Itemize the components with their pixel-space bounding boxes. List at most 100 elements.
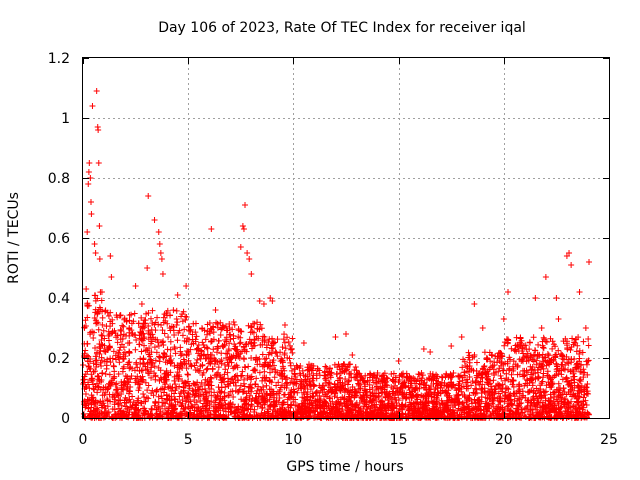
data-point xyxy=(93,319,100,326)
data-point xyxy=(468,382,475,389)
data-point xyxy=(124,361,131,368)
data-point xyxy=(286,342,293,349)
data-point xyxy=(392,396,399,403)
data-point xyxy=(159,339,166,346)
data-point xyxy=(322,363,329,370)
data-point xyxy=(129,365,136,372)
data-point xyxy=(495,401,502,408)
data-point xyxy=(433,380,440,387)
axis-ticks xyxy=(83,58,610,419)
data-point xyxy=(263,375,270,382)
data-point xyxy=(520,392,527,399)
data-point xyxy=(479,325,486,331)
data-point xyxy=(487,358,494,365)
data-point xyxy=(158,321,165,328)
data-point xyxy=(559,355,566,362)
data-point xyxy=(584,371,591,378)
data-point xyxy=(109,320,116,327)
data-point xyxy=(367,370,374,377)
data-point xyxy=(480,363,487,370)
data-point xyxy=(239,389,246,396)
data-point xyxy=(551,408,558,415)
data-point xyxy=(92,368,99,375)
data-point xyxy=(147,340,154,347)
data-point xyxy=(164,395,171,402)
data-point xyxy=(425,391,432,398)
data-point xyxy=(84,400,91,407)
data-point xyxy=(206,401,213,408)
data-point xyxy=(419,372,426,379)
data-point xyxy=(162,317,169,324)
data-point xyxy=(99,314,106,321)
data-point xyxy=(219,322,226,329)
data-point xyxy=(548,379,555,386)
data-point xyxy=(237,350,244,357)
data-point xyxy=(510,358,517,365)
data-point xyxy=(393,384,400,391)
data-point xyxy=(459,377,466,384)
data-point xyxy=(478,371,485,378)
data-point xyxy=(466,403,473,410)
data-point xyxy=(495,368,502,375)
data-point xyxy=(170,323,177,330)
data-point xyxy=(307,381,314,388)
data-point xyxy=(555,347,562,354)
data-point xyxy=(576,289,583,295)
data-point xyxy=(253,375,260,382)
data-point xyxy=(275,399,282,406)
data-point xyxy=(107,398,114,405)
data-point xyxy=(281,391,288,398)
data-point xyxy=(131,310,138,317)
data-point xyxy=(260,301,267,307)
data-point xyxy=(203,396,210,403)
data-point xyxy=(194,345,201,352)
data-point xyxy=(104,346,111,353)
data-point xyxy=(243,396,250,403)
data-point xyxy=(585,390,592,397)
data-point xyxy=(132,404,139,411)
data-point xyxy=(473,374,480,381)
data-point xyxy=(557,394,564,401)
data-point xyxy=(339,363,346,370)
data-point xyxy=(149,320,156,327)
data-point xyxy=(543,410,550,417)
data-point xyxy=(266,336,273,343)
data-point xyxy=(246,256,253,262)
data-point xyxy=(465,394,472,401)
data-point xyxy=(133,337,140,344)
data-point xyxy=(157,408,164,415)
data-point xyxy=(171,344,178,351)
data-point xyxy=(110,348,117,355)
data-point xyxy=(276,394,283,401)
data-point xyxy=(399,391,406,398)
data-point xyxy=(516,383,523,390)
data-point xyxy=(239,223,246,229)
data-point xyxy=(80,361,87,368)
data-point xyxy=(126,325,133,332)
data-point xyxy=(97,289,104,296)
data-point xyxy=(331,393,338,400)
data-point xyxy=(558,404,565,411)
data-point xyxy=(137,355,144,362)
data-point xyxy=(281,351,288,358)
data-point xyxy=(193,390,200,397)
data-point xyxy=(498,375,505,382)
data-point xyxy=(232,414,239,421)
data-point xyxy=(141,342,148,349)
data-point xyxy=(127,376,134,383)
data-point xyxy=(182,383,189,390)
data-point xyxy=(159,403,166,410)
data-point xyxy=(251,406,258,413)
data-point xyxy=(344,404,351,411)
data-point xyxy=(297,372,304,379)
data-point xyxy=(263,382,270,389)
data-point xyxy=(94,399,101,406)
data-point xyxy=(215,369,222,376)
data-point xyxy=(159,327,166,334)
data-point xyxy=(147,315,154,322)
data-point xyxy=(137,399,144,406)
data-point xyxy=(431,401,438,408)
data-point xyxy=(504,403,511,410)
data-point xyxy=(471,412,478,419)
data-point xyxy=(206,320,213,327)
